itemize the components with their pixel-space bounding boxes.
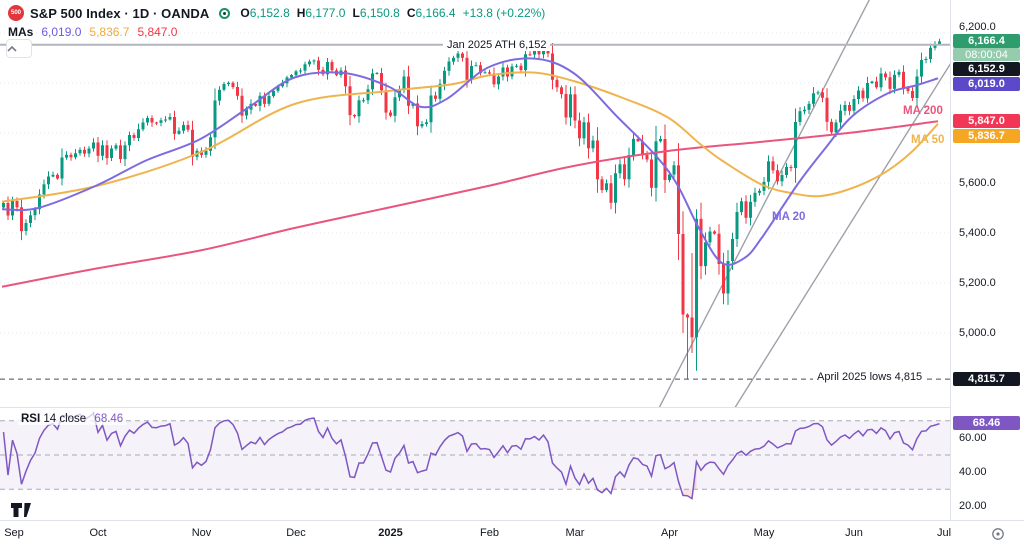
- price-label-6166.4: 6,166.4: [953, 34, 1020, 48]
- open-value: 6,152.8: [249, 6, 290, 20]
- ma50-value: 5,836.7: [89, 25, 130, 39]
- price-tick-5600.0: 5,600.0: [959, 177, 996, 189]
- ma50-tag: MA 50: [911, 134, 945, 146]
- month-label-2025: 2025: [378, 527, 403, 539]
- rsi-value-label: 68.46: [953, 416, 1020, 430]
- candle-series-up: [2, 38, 941, 371]
- month-label-Jun: Jun: [845, 527, 863, 539]
- change-value: +13.8 (+0.22%): [462, 6, 546, 20]
- price-label-4815.7: 4,815.7: [953, 372, 1020, 386]
- price-axis[interactable]: 6,166.4 08:00:04 6,152.9 6,019.0 5,847.0 5,83…: [950, 0, 1024, 520]
- open-label: O: [240, 6, 250, 20]
- price-chart-pane[interactable]: [0, 0, 950, 408]
- rsi-oversold-fill: [683, 461, 697, 499]
- month-label-Feb: Feb: [480, 527, 499, 539]
- ma-line-200[interactable]: [1, 120, 939, 288]
- month-label-Jul: Jul: [936, 527, 952, 539]
- pane-divider[interactable]: [0, 407, 950, 408]
- rsi-last-value: 68.46: [94, 413, 124, 425]
- symbol-logo-icon: 500: [8, 5, 24, 21]
- ma-legend-title: MAs: [8, 25, 34, 39]
- rsi-tick-20.00: 20.00: [959, 500, 987, 512]
- price-label-6019.0: 6,019.0: [953, 77, 1020, 91]
- price-label-5847.0: 5,847.0: [953, 114, 1020, 128]
- chevron-up-icon: [7, 45, 17, 52]
- month-label-Dec: Dec: [286, 527, 306, 539]
- rsi-params: 14 close: [43, 413, 87, 425]
- rsi-band: [0, 420, 950, 490]
- low-label: L: [352, 6, 360, 20]
- price-tick-5200.0: 5,200.0: [959, 277, 996, 289]
- rsi-tick-60.00: 60.00: [959, 432, 987, 444]
- rsi-line[interactable]: [2, 412, 940, 500]
- high-value: 6,177.0: [305, 6, 346, 20]
- rsi-legend[interactable]: RSI 14 close 68.46: [18, 413, 127, 425]
- candle-series-down: [6, 42, 914, 380]
- month-label-Sep: Sep: [4, 527, 24, 539]
- month-label-Apr: Apr: [660, 527, 679, 539]
- price-tick-6200.0: 6,200.0: [959, 21, 996, 33]
- low-value: 6,150.8: [359, 6, 400, 20]
- ohlc-values: O6,152.8 H6,177.0 L6,150.8 C6,166.4 +13.…: [240, 6, 545, 20]
- rsi-indicator-pane[interactable]: [0, 408, 950, 520]
- symbol-legend[interactable]: 500 S&P 500 Index · 1D · OANDA O6,152.8 …: [8, 5, 545, 21]
- rsi-title: RSI: [21, 413, 41, 425]
- close-label: C: [406, 6, 416, 20]
- scroll-to-realtime-icon[interactable]: [990, 526, 1006, 542]
- ma20-value: 6,019.0: [41, 25, 82, 39]
- bar-countdown: 08:00:04: [953, 48, 1020, 61]
- month-label-Nov: Nov: [191, 527, 212, 539]
- ma200-tag: MA 200: [903, 105, 943, 117]
- ma-line-50[interactable]: [1, 71, 939, 203]
- ma-line-20[interactable]: [1, 57, 939, 266]
- ma20-tag: MA 20: [772, 211, 806, 223]
- ath-annotation[interactable]: Jan 2025 ATH 6,152: [443, 39, 551, 51]
- april-lows-annotation[interactable]: April 2025 lows 4,815: [813, 371, 927, 383]
- price-tick-5400.0: 5,400.0: [959, 227, 996, 239]
- month-label-Oct: Oct: [89, 527, 107, 539]
- price-label-6152.9: 6,152.9: [953, 62, 1020, 76]
- tradingview-logo[interactable]: [10, 500, 38, 518]
- market-status-icon[interactable]: [219, 7, 231, 19]
- time-axis[interactable]: Sep Oct Nov Dec 2025 Feb Mar Apr May Jun Jul: [0, 520, 1024, 545]
- month-label-May: May: [753, 527, 775, 539]
- ma200-value: 5,847.0: [137, 25, 178, 39]
- month-label-Mar: Mar: [565, 527, 585, 539]
- rsi-tick-40.00: 40.00: [959, 466, 987, 478]
- trend-channel[interactable]: [650, 0, 950, 408]
- high-label: H: [296, 6, 306, 20]
- collapse-legend-button[interactable]: [6, 39, 32, 58]
- symbol-title[interactable]: S&P 500 Index · 1D · OANDA: [30, 5, 210, 21]
- price-label-5836.7: 5,836.7: [953, 129, 1020, 143]
- ma-legend[interactable]: MAs 6,019.0 5,836.7 5,847.0: [8, 25, 177, 39]
- rsi-oversold-fill: [597, 488, 607, 493]
- price-tick-5000.0: 5,000.0: [959, 327, 996, 339]
- close-value: 6,166.4: [415, 6, 456, 20]
